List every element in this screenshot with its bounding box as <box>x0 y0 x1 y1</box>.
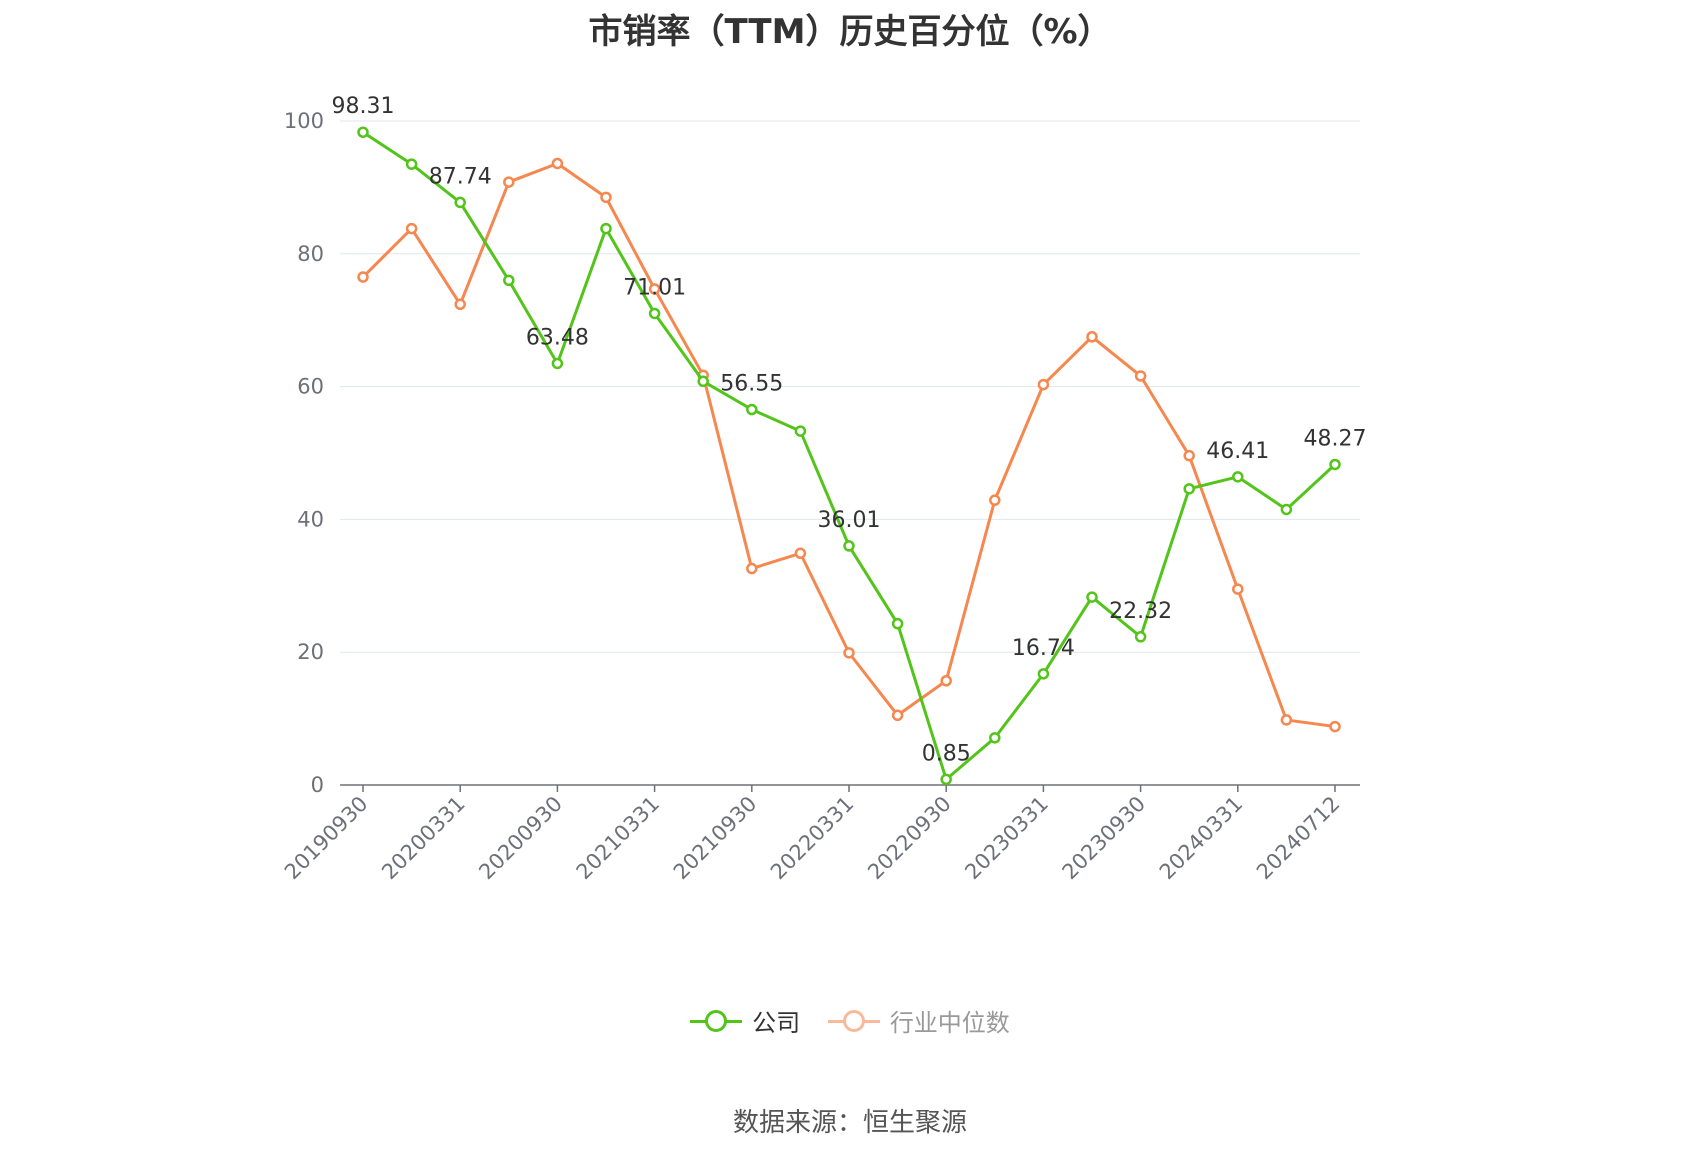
company-point <box>1086 591 1098 603</box>
legend-industry-marker <box>827 1008 880 1034</box>
data-label: 36.01 <box>818 508 881 533</box>
company-point <box>648 307 661 320</box>
industry-point <box>891 709 904 722</box>
x-tick-label: 20230930 <box>1058 792 1151 885</box>
legend-item-company[interactable]: 公司 <box>690 1003 800 1038</box>
y-axis: 0 20 40 60 80 100 <box>284 109 324 797</box>
data-label: 71.01 <box>623 275 686 300</box>
y-tick-label: 20 <box>297 640 324 664</box>
industry-point <box>600 191 612 204</box>
industry-point <box>746 562 758 575</box>
industry-point <box>1329 720 1341 733</box>
industry-point <box>503 176 515 188</box>
data-label: 0.85 <box>922 741 971 766</box>
data-source-note: 数据来源：恒生聚源 <box>732 1108 967 1138</box>
industry-point <box>648 283 661 295</box>
industry-point <box>405 222 418 235</box>
company-point <box>503 274 515 287</box>
company-point <box>357 126 369 138</box>
industry-point <box>843 647 855 659</box>
y-tick-label: 80 <box>297 242 324 266</box>
industry-point <box>1086 331 1098 343</box>
company-point <box>697 375 709 388</box>
chart-title: 市销率（TTM）历史百分位（%） <box>588 12 1112 52</box>
company-point <box>1232 471 1244 483</box>
company-point <box>600 222 612 235</box>
company-point <box>1134 631 1147 643</box>
series-lines <box>357 126 1341 786</box>
data-label: 16.74 <box>1012 636 1075 661</box>
company-point <box>551 357 564 370</box>
industry-point <box>454 298 466 311</box>
industry-point <box>1037 378 1050 391</box>
company-point <box>794 425 807 437</box>
x-tick-label: 20220331 <box>766 792 859 885</box>
industry-point <box>794 547 807 560</box>
industry-point <box>1183 449 1195 462</box>
data-label: 56.55 <box>720 372 783 397</box>
company-point <box>1329 458 1341 471</box>
data-label: 98.31 <box>332 94 395 119</box>
grid-lines <box>340 120 1360 653</box>
y-tick-label: 60 <box>297 375 324 399</box>
legend-company-label: 公司 <box>752 1009 801 1037</box>
industry-point <box>357 271 369 283</box>
company-point <box>1183 483 1195 495</box>
legend-item-industry[interactable]: 行业中位数 <box>827 1003 1010 1038</box>
company-point <box>1280 503 1293 516</box>
x-tick-label: 20230331 <box>960 792 1053 885</box>
company-point <box>843 540 855 552</box>
x-tick-label: 20220930 <box>863 792 956 885</box>
data-label: 63.48 <box>526 325 589 350</box>
y-tick-label: 40 <box>297 507 324 531</box>
data-label: 87.74 <box>429 164 492 189</box>
company-point <box>405 158 418 170</box>
industry-point <box>551 157 564 170</box>
x-axis: 20190930 20200331 20200930 20210331 20210930… <box>280 784 1360 885</box>
data-labels: 98.31 87.74 63.48 71.01 56.55 36.01 0.85 16.74 2… <box>332 94 1367 766</box>
company-point <box>454 196 466 209</box>
x-tick-label: 20240331 <box>1155 792 1248 885</box>
x-tick-label: 20210331 <box>572 792 665 885</box>
x-tick-label: 20240712 <box>1252 792 1345 885</box>
y-tick-label: 0 <box>311 773 324 797</box>
data-label: 22.32 <box>1109 599 1172 624</box>
x-tick-label: 20210930 <box>669 792 762 885</box>
industry-point <box>989 494 1001 506</box>
company-point <box>891 617 904 630</box>
x-tick-label: 20200930 <box>474 792 567 885</box>
company-point <box>746 403 758 416</box>
industry-point <box>1232 583 1244 595</box>
x-tick-label: 20190930 <box>280 792 373 885</box>
company-point <box>940 773 952 786</box>
company-point <box>989 732 1001 744</box>
legend-company-marker <box>690 1008 743 1034</box>
industry-point <box>1134 370 1147 382</box>
x-tick-label: 20200331 <box>377 792 470 885</box>
data-label: 46.41 <box>1206 439 1269 464</box>
y-tick-label: 100 <box>284 109 324 133</box>
legend: 公司 行业中位数 <box>0 1003 1700 1040</box>
industry-point <box>940 675 952 687</box>
data-label: 48.27 <box>1304 426 1367 451</box>
company-point <box>1037 668 1050 680</box>
legend-industry-label: 行业中位数 <box>889 1009 1010 1037</box>
industry-point <box>1280 714 1293 726</box>
series-line-industry <box>361 161 1336 729</box>
